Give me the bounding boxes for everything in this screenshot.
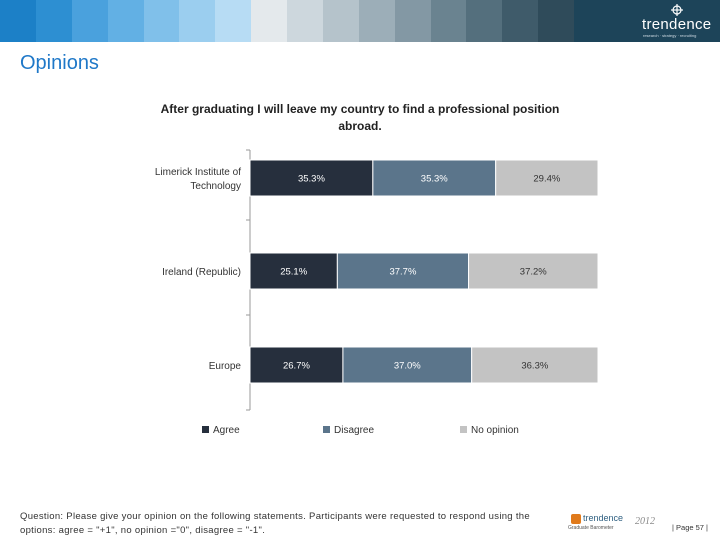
bar-segment [372, 159, 497, 197]
legend-label: Disagree [334, 425, 374, 436]
page-number: | Page 57 | [672, 523, 709, 532]
legend-swatch [323, 426, 330, 433]
bar-segment [336, 252, 470, 290]
band-swatch [394, 0, 431, 42]
category-label: Technology [190, 181, 241, 192]
bar-segment [495, 159, 599, 197]
barometer-logo-year: 2012 [635, 516, 655, 527]
band-swatch [287, 0, 323, 42]
data-label: 35.3% [421, 174, 448, 185]
data-label: 26.7% [283, 361, 310, 372]
bar-segment [471, 346, 599, 384]
legend-label: No opinion [471, 425, 519, 436]
band-swatch [35, 0, 72, 42]
bar-segment [342, 346, 473, 384]
band-swatch [107, 0, 144, 42]
band-swatch [430, 0, 467, 42]
legend-swatch [202, 426, 209, 433]
band-swatch [574, 0, 610, 42]
section-title: Opinions [20, 52, 99, 74]
header-color-band [0, 0, 610, 42]
band-swatch [466, 0, 503, 42]
data-label: 35.3% [298, 174, 325, 185]
band-swatch [322, 0, 359, 42]
band-swatch [179, 0, 216, 42]
bar-segment [249, 159, 374, 197]
chart-title-line: abroad. [338, 119, 381, 133]
data-label: 37.0% [394, 361, 421, 372]
band-swatch [143, 0, 180, 42]
legend-label: Agree [213, 425, 240, 436]
band-swatch [358, 0, 395, 42]
data-label: 25.1% [280, 267, 307, 278]
band-swatch [71, 0, 108, 42]
band-swatch [215, 0, 252, 42]
legend-swatch [460, 426, 467, 433]
brand-logo-icon [671, 4, 683, 16]
brand-tagline: research · strategy · recruiting [643, 33, 697, 38]
barometer-logo-icon [571, 514, 581, 524]
band-swatch [538, 0, 574, 42]
question-line-2: options: agree = "+1", no opinion ="0", … [20, 525, 266, 536]
data-label: 36.3% [521, 361, 548, 372]
chart-title-line: After graduating I will leave my country… [161, 102, 560, 116]
stacked-bar-chart: After graduating I will leave my country… [155, 102, 599, 436]
brand-name: trendence [642, 16, 712, 33]
data-label: 29.4% [533, 174, 560, 185]
bar-segment [468, 252, 599, 290]
data-label: 37.2% [520, 267, 547, 278]
band-swatch [502, 0, 539, 42]
brand-header: trendence research · strategy · recruiti… [610, 0, 720, 42]
category-label: Europe [209, 361, 242, 372]
barometer-logo-sub: Graduate Barometer [568, 525, 614, 531]
data-label: 37.7% [389, 267, 416, 278]
band-swatch [0, 0, 36, 42]
category-label: Ireland (Republic) [162, 267, 241, 278]
question-footnote: Question: Please give your opinion on th… [20, 510, 550, 538]
barometer-logo-name: trendence [583, 513, 624, 523]
question-line-1: Question: Please give your opinion on th… [20, 511, 530, 522]
barometer-logo: trendence Graduate Barometer 2012 [565, 512, 660, 534]
band-swatch [251, 0, 287, 42]
category-label: Limerick Institute of [155, 167, 241, 178]
